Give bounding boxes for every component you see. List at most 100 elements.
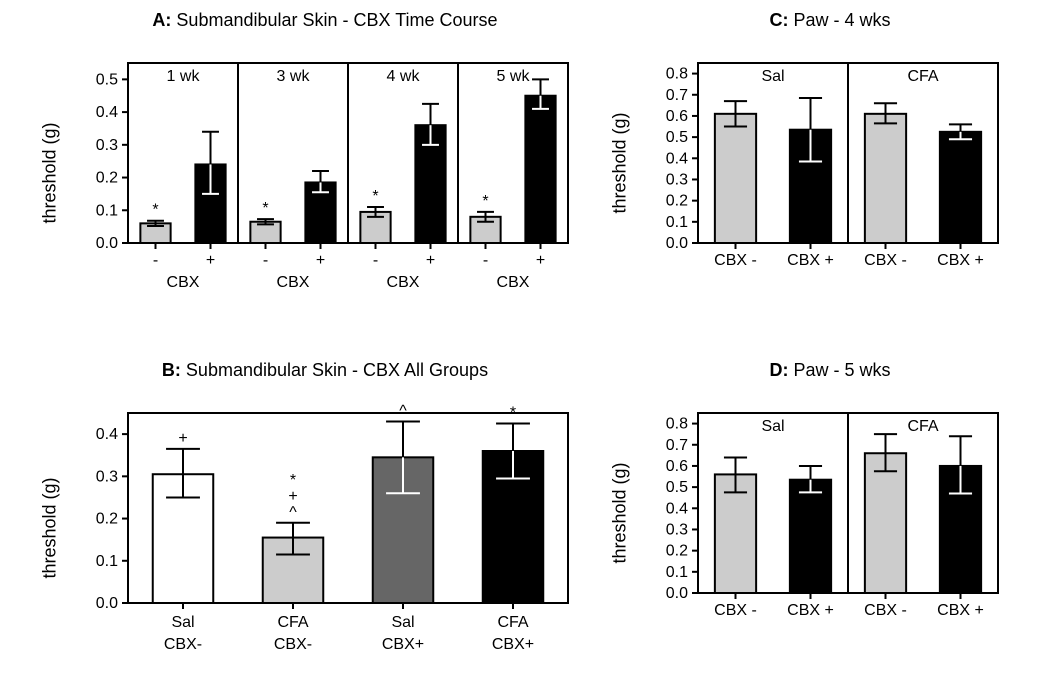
svg-text:0.0: 0.0	[96, 595, 118, 612]
svg-text:4 wk: 4 wk	[387, 68, 421, 85]
panel-c: C: Paw - 4 wks threshold (g) 0.00.10.20.…	[640, 10, 1020, 293]
svg-text:CBX -: CBX -	[864, 602, 907, 619]
svg-text:0.6: 0.6	[666, 108, 688, 125]
svg-text:*: *	[152, 202, 158, 219]
svg-text:0.4: 0.4	[666, 500, 688, 517]
panel-b: B: Submandibular Skin - CBX All Groups t…	[70, 360, 580, 673]
svg-text:CBX-: CBX-	[274, 636, 312, 653]
panel-d-chart: 0.0 0.1 0.2 0.3 0.4 0.5 0.6 0.7 0.8 Sal CBX - CBX +…	[640, 383, 1020, 643]
svg-text:^: ^	[399, 402, 407, 419]
panel-c-chart: 0.0 0.1 0.2 0.3 0.4 0.5 0.6 0.7 0.8 Sal CBX - CBX +…	[640, 33, 1020, 293]
panel-d-ylabel: threshold (g)	[610, 462, 631, 563]
svg-text:CFA: CFA	[907, 68, 938, 85]
svg-text:CFA: CFA	[497, 614, 528, 631]
panel-c-title: C: Paw - 4 wks	[640, 10, 1020, 31]
svg-text:CBX: CBX	[167, 274, 200, 291]
svg-text:0.1: 0.1	[666, 564, 688, 581]
panel-d-title: D: Paw - 5 wks	[640, 360, 1020, 381]
svg-text:CBX: CBX	[387, 274, 420, 291]
svg-text:CBX +: CBX +	[937, 602, 984, 619]
svg-text:CBX+: CBX+	[492, 636, 534, 653]
svg-text:*: *	[262, 200, 268, 217]
panel-a-ylabel: threshold (g)	[40, 122, 61, 223]
svg-text:+: +	[288, 488, 297, 505]
panel-c-ylabel: threshold (g)	[610, 112, 631, 213]
figure-grid: A: Submandibular Skin - CBX Time Course …	[0, 0, 1050, 688]
svg-text:CBX: CBX	[277, 274, 310, 291]
svg-text:0.5: 0.5	[96, 71, 118, 88]
svg-text:+: +	[178, 430, 187, 447]
svg-text:+: +	[426, 252, 435, 269]
panel-b-ylabel: threshold (g)	[40, 477, 61, 578]
svg-text:+: +	[536, 252, 545, 269]
svg-text:0.7: 0.7	[666, 437, 688, 454]
svg-text:0.3: 0.3	[666, 171, 688, 188]
svg-text:0.4: 0.4	[666, 150, 688, 167]
svg-text:CBX -: CBX -	[864, 252, 907, 269]
svg-text:0.2: 0.2	[666, 543, 688, 560]
panel-d: D: Paw - 5 wks threshold (g) 0.00.10.20.…	[640, 360, 1020, 643]
svg-text:0.5: 0.5	[666, 129, 688, 146]
panel-b-title-text: Submandibular Skin - CBX All Groups	[181, 360, 488, 380]
svg-text:*: *	[510, 405, 516, 422]
svg-text:Sal: Sal	[761, 418, 784, 435]
svg-text:0.0: 0.0	[666, 235, 688, 252]
svg-text:0.4: 0.4	[96, 104, 118, 121]
panel-a-prefix: A:	[152, 10, 171, 30]
panel-c-prefix: C:	[769, 10, 788, 30]
svg-text:CFA: CFA	[277, 614, 308, 631]
panel-a-title: A: Submandibular Skin - CBX Time Course	[70, 10, 580, 31]
panel-a: A: Submandibular Skin - CBX Time Course …	[70, 10, 580, 313]
svg-text:CBX +: CBX +	[787, 602, 834, 619]
svg-text:0.8: 0.8	[666, 416, 688, 433]
svg-text:0.8: 0.8	[666, 66, 688, 83]
panel-b-prefix: B:	[162, 360, 181, 380]
svg-text:-: -	[373, 252, 378, 269]
svg-text:*: *	[372, 188, 378, 205]
svg-text:^: ^	[289, 504, 297, 521]
svg-text:0.3: 0.3	[96, 137, 118, 154]
svg-text:0.2: 0.2	[666, 193, 688, 210]
svg-text:*: *	[482, 193, 488, 210]
panel-d-prefix: D:	[769, 360, 788, 380]
svg-text:CBX -: CBX -	[714, 252, 757, 269]
svg-text:0.2: 0.2	[96, 170, 118, 187]
panel-d-title-text: Paw - 5 wks	[788, 360, 890, 380]
svg-text:0.5: 0.5	[666, 479, 688, 496]
svg-text:3 wk: 3 wk	[277, 68, 311, 85]
svg-text:Sal: Sal	[391, 614, 414, 631]
svg-text:CBX +: CBX +	[937, 252, 984, 269]
svg-text:5 wk: 5 wk	[497, 68, 531, 85]
svg-text:1 wk: 1 wk	[167, 68, 201, 85]
panel-a-title-text: Submandibular Skin - CBX Time Course	[171, 10, 497, 30]
svg-text:0.3: 0.3	[96, 468, 118, 485]
svg-text:-: -	[483, 252, 488, 269]
svg-text:CBX-: CBX-	[164, 636, 202, 653]
svg-text:0.4: 0.4	[96, 426, 118, 443]
svg-text:CBX +: CBX +	[787, 252, 834, 269]
svg-text:*: *	[290, 472, 296, 489]
panel-b-title: B: Submandibular Skin - CBX All Groups	[70, 360, 580, 381]
svg-text:0.2: 0.2	[96, 511, 118, 528]
svg-text:CBX: CBX	[497, 274, 530, 291]
svg-text:Sal: Sal	[171, 614, 194, 631]
svg-text:Sal: Sal	[761, 68, 784, 85]
svg-text:CBX -: CBX -	[714, 602, 757, 619]
svg-text:0.1: 0.1	[96, 553, 118, 570]
panel-b-chart: 0.00.10.20.30.4+SalCBX-^+*CFACBX-^SalCBX…	[70, 383, 580, 673]
svg-text:0.0: 0.0	[96, 235, 118, 252]
svg-text:0.0: 0.0	[666, 585, 688, 602]
svg-text:+: +	[206, 252, 215, 269]
svg-text:0.3: 0.3	[666, 521, 688, 538]
svg-text:0.1: 0.1	[96, 202, 118, 219]
svg-text:-: -	[263, 252, 268, 269]
panel-c-title-text: Paw - 4 wks	[788, 10, 890, 30]
svg-text:-: -	[153, 252, 158, 269]
svg-text:0.6: 0.6	[666, 458, 688, 475]
svg-text:CBX+: CBX+	[382, 636, 424, 653]
svg-text:0.7: 0.7	[666, 87, 688, 104]
svg-text:CFA: CFA	[907, 418, 938, 435]
panel-a-chart: 0.0 0.1 0.2 0.3 0.4 0.5 1 wk * - + CBX 3 wk * - + CBX 4 …	[70, 33, 580, 313]
svg-text:0.1: 0.1	[666, 214, 688, 231]
svg-text:+: +	[316, 252, 325, 269]
